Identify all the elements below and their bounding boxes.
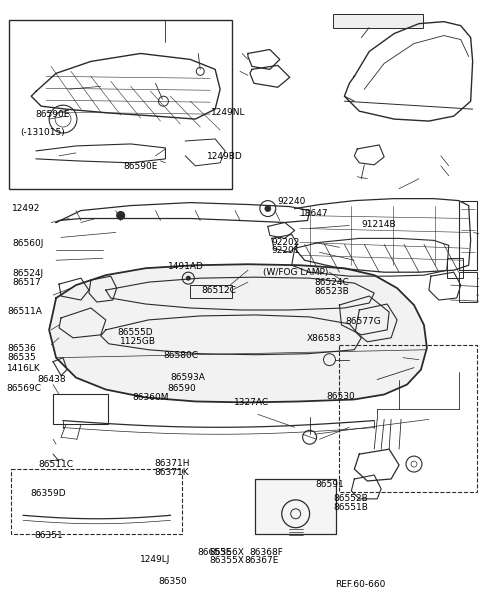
Text: 1249BD: 1249BD — [206, 152, 242, 161]
Text: 86580C: 86580C — [164, 351, 199, 360]
Text: 86552B: 86552B — [333, 494, 368, 503]
Text: 1249NL: 1249NL — [211, 108, 246, 117]
Text: 86512C: 86512C — [202, 287, 237, 296]
Text: (-131015): (-131015) — [21, 128, 65, 137]
Bar — [255, 479, 336, 533]
Text: 12492: 12492 — [12, 204, 40, 213]
Bar — [459, 200, 477, 270]
Text: 86551B: 86551B — [333, 503, 368, 511]
Text: 86555D: 86555D — [117, 328, 153, 337]
Text: 86517: 86517 — [12, 278, 41, 287]
Text: 86359D: 86359D — [30, 489, 66, 499]
Text: 86536: 86536 — [7, 343, 36, 353]
Bar — [339, 345, 477, 492]
Text: 86593A: 86593A — [171, 373, 205, 382]
Text: REF.60-660: REF.60-660 — [336, 580, 386, 590]
Bar — [447, 258, 463, 278]
Circle shape — [117, 211, 125, 219]
Text: 86511C: 86511C — [38, 460, 73, 469]
Text: 86591: 86591 — [315, 480, 344, 489]
Text: 86511A: 86511A — [7, 307, 42, 316]
Text: (W/FOG LAMP): (W/FOG LAMP) — [263, 268, 328, 277]
Text: 86569C: 86569C — [6, 384, 41, 393]
Text: 1249LJ: 1249LJ — [140, 555, 170, 564]
Text: 1491AD: 1491AD — [168, 262, 204, 271]
Text: 86524J: 86524J — [12, 269, 43, 278]
Text: 86590: 86590 — [168, 384, 196, 393]
Text: 86524C: 86524C — [314, 278, 348, 287]
Bar — [190, 285, 232, 298]
Text: 86371K: 86371K — [154, 468, 189, 477]
Circle shape — [265, 205, 271, 211]
Text: 86590E: 86590E — [36, 109, 70, 119]
Text: 86577G: 86577G — [345, 317, 381, 326]
Text: 86350: 86350 — [159, 577, 188, 587]
Text: 86655E: 86655E — [197, 548, 231, 557]
Text: X86583: X86583 — [307, 334, 342, 343]
Text: 86360M: 86360M — [132, 393, 169, 402]
Text: 86523B: 86523B — [314, 287, 348, 296]
Bar — [53, 395, 108, 424]
Text: 92201: 92201 — [271, 246, 300, 255]
Bar — [12, 469, 182, 533]
Text: 86590E: 86590E — [123, 163, 157, 172]
Text: 86355X: 86355X — [209, 556, 244, 565]
Text: 92202: 92202 — [271, 238, 300, 247]
Text: 86530: 86530 — [326, 392, 355, 401]
Text: 86560J: 86560J — [12, 239, 43, 248]
Text: 1416LK: 1416LK — [7, 364, 41, 373]
Text: 86367E: 86367E — [245, 556, 279, 565]
Bar — [334, 13, 423, 27]
Text: 1327AC: 1327AC — [234, 398, 269, 407]
Bar — [9, 20, 232, 189]
Text: 91214B: 91214B — [362, 219, 396, 229]
Text: 92240: 92240 — [277, 197, 306, 206]
Text: 1125GB: 1125GB — [120, 337, 156, 346]
Text: 86368F: 86368F — [250, 547, 283, 557]
Text: 86371H: 86371H — [154, 459, 190, 468]
Text: 18647: 18647 — [300, 209, 328, 218]
Text: 86438: 86438 — [37, 375, 66, 384]
Circle shape — [186, 276, 190, 280]
Text: 86351: 86351 — [35, 530, 63, 540]
Polygon shape — [49, 264, 427, 403]
Bar — [459, 272, 477, 302]
Text: 86535: 86535 — [7, 353, 36, 362]
Text: 86356X: 86356X — [209, 547, 244, 557]
